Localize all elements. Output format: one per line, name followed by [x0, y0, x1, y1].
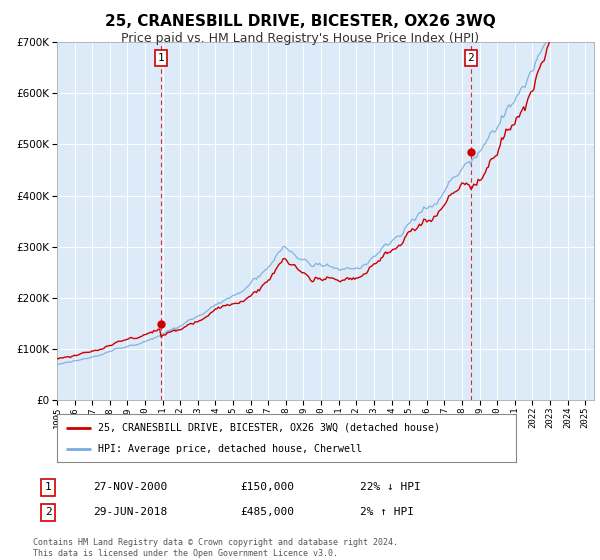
Text: 22% ↓ HPI: 22% ↓ HPI — [360, 482, 421, 492]
Text: £150,000: £150,000 — [240, 482, 294, 492]
Text: 27-NOV-2000: 27-NOV-2000 — [93, 482, 167, 492]
Text: 25, CRANESBILL DRIVE, BICESTER, OX26 3WQ: 25, CRANESBILL DRIVE, BICESTER, OX26 3WQ — [104, 14, 496, 29]
Text: 2: 2 — [44, 507, 52, 517]
Text: Price paid vs. HM Land Registry's House Price Index (HPI): Price paid vs. HM Land Registry's House … — [121, 32, 479, 45]
Text: This data is licensed under the Open Government Licence v3.0.: This data is licensed under the Open Gov… — [33, 549, 338, 558]
Text: 2: 2 — [467, 53, 474, 63]
Text: 2% ↑ HPI: 2% ↑ HPI — [360, 507, 414, 517]
Text: Contains HM Land Registry data © Crown copyright and database right 2024.: Contains HM Land Registry data © Crown c… — [33, 538, 398, 547]
Text: 1: 1 — [158, 53, 164, 63]
Text: £485,000: £485,000 — [240, 507, 294, 517]
Text: 1: 1 — [44, 482, 52, 492]
Text: 25, CRANESBILL DRIVE, BICESTER, OX26 3WQ (detached house): 25, CRANESBILL DRIVE, BICESTER, OX26 3WQ… — [98, 423, 440, 433]
Text: HPI: Average price, detached house, Cherwell: HPI: Average price, detached house, Cher… — [98, 444, 362, 454]
Text: 29-JUN-2018: 29-JUN-2018 — [93, 507, 167, 517]
